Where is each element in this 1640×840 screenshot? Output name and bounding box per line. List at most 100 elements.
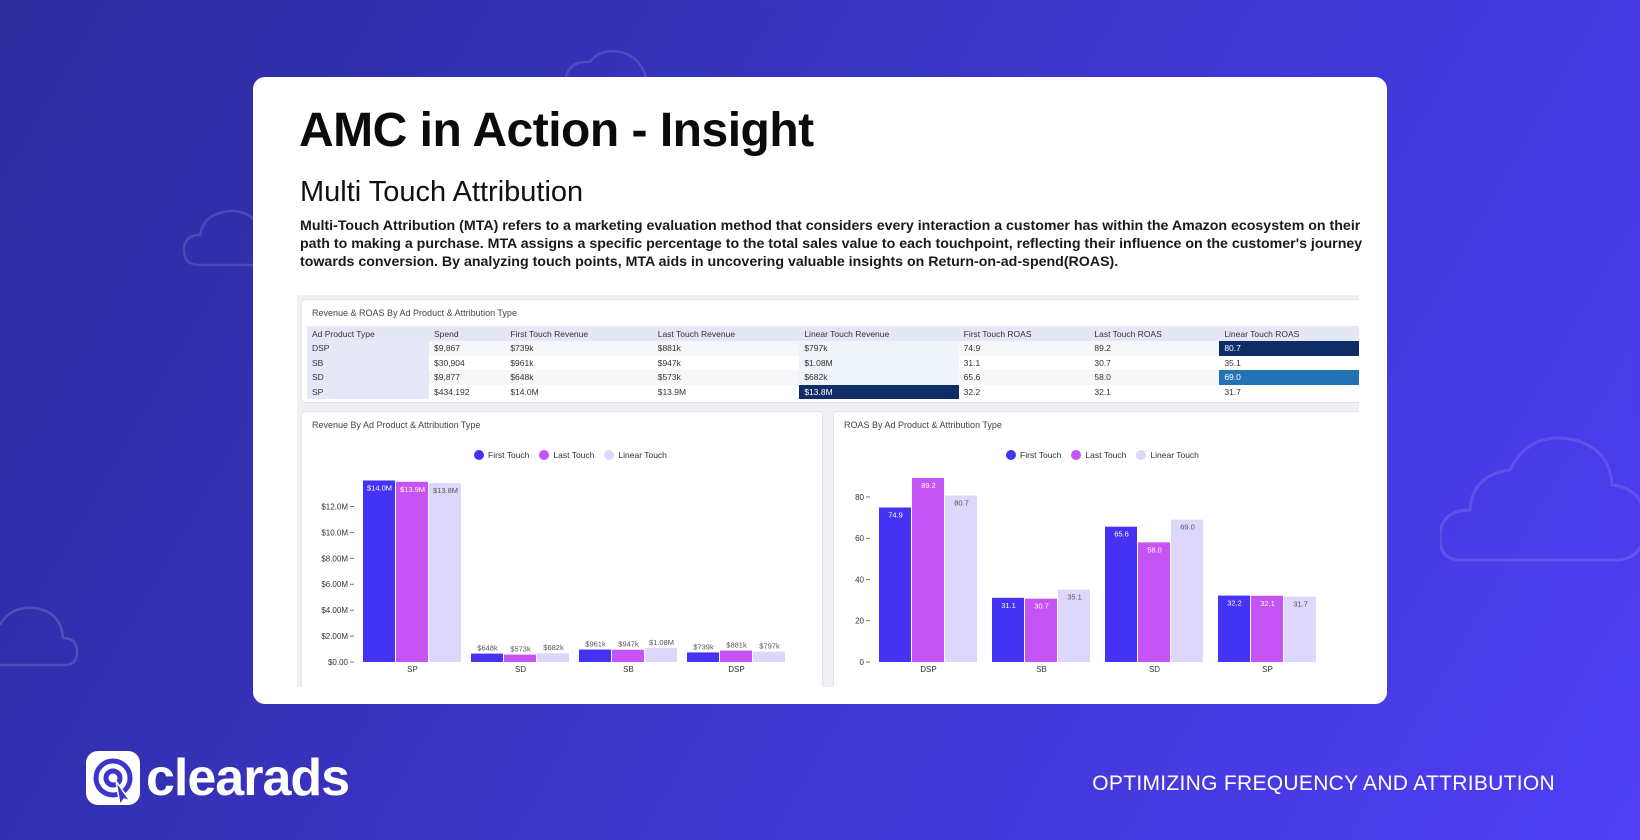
table-cell: DSP (307, 341, 430, 356)
x-category-label: DSP (728, 665, 744, 674)
y-tick-label: 0 (860, 658, 865, 667)
cloud-decoration (1440, 436, 1640, 562)
table-cell: $13.9M (657, 386, 687, 397)
legend-item[interactable]: Linear Touch (1136, 450, 1199, 460)
bar-data-label: $14.0M (367, 483, 392, 492)
bar-data-label: $881k (726, 641, 747, 650)
bar-data-label: $682k (543, 643, 564, 652)
bar-data-label: 30.7 (1034, 602, 1049, 611)
table-cell: $434,192 (434, 386, 470, 397)
roas-chart-panel: ROAS By Ad Product & Attribution Type Fi… (833, 411, 1359, 687)
x-category-label: SP (1262, 665, 1273, 674)
table-cell: $947k (657, 357, 681, 368)
revenue-chart-title: Revenue By Ad Product & Attribution Type (312, 420, 481, 430)
table-cell: $961k (510, 357, 534, 368)
cloud-decoration (563, 49, 648, 82)
clearads-logo[interactable]: clearads (86, 748, 350, 808)
table-cell: $648k (505, 370, 653, 385)
bar-data-label: 65.6 (1114, 530, 1129, 539)
bar-linear-touch (645, 647, 677, 662)
table-row[interactable]: SB $30,904 $961k $947k $1.08M 31.1 30.7 35.1 (307, 355, 1359, 370)
bar-first-touch (687, 652, 719, 662)
legend-label: Last Touch (1085, 450, 1127, 460)
legend-item[interactable]: Last Touch (539, 450, 594, 460)
table-cell: $9,877 (429, 370, 506, 385)
table-header-cell[interactable]: Linear Touch Revenue (799, 326, 959, 341)
y-tick-label: 40 (855, 575, 864, 584)
table-cell: 31.7 (1224, 386, 1241, 397)
legend-item[interactable]: Last Touch (1071, 450, 1126, 460)
bar-data-label: 32.2 (1227, 599, 1242, 608)
x-category-label: SD (515, 665, 526, 674)
table-header-cell[interactable]: Last Touch Revenue (652, 326, 800, 341)
table-row[interactable]: SP $434,192 $14.0M $13.9M $13.8M 32.2 32.1 31.7 (307, 384, 1359, 399)
legend-swatch-linear (604, 450, 615, 460)
page-title: AMC in Action - Insight (299, 104, 814, 157)
bar-last-touch (1025, 598, 1057, 662)
y-tick-label: $10.0M (321, 528, 348, 537)
bar-last-touch (504, 654, 536, 662)
legend-label: First Touch (1020, 450, 1062, 460)
table-header-cell[interactable]: Spend (429, 326, 506, 341)
description-text: Multi-Touch Attribution (MTA) refers to … (300, 218, 1363, 270)
bar-data-label: 74.9 (888, 510, 903, 519)
table-cell: $30,904 (434, 357, 465, 368)
table-cell: $881k (652, 341, 800, 356)
insight-card: AMC in Action - Insight Multi Touch Attr… (253, 77, 1387, 704)
bar-data-label: 31.1 (1001, 601, 1016, 610)
table-row[interactable]: SD $9,877 $648k $573k $682k 65.6 58.0 69.0 (307, 370, 1359, 385)
bar-first-touch (579, 649, 611, 662)
attribution-table-panel: Revenue & ROAS By Ad Product & Attributi… (301, 299, 1359, 403)
legend-swatch-last (1071, 450, 1082, 460)
table-cell: 58.0 (1089, 370, 1220, 385)
table-cell: $682k (799, 370, 959, 385)
table-header-cell[interactable]: First Touch Revenue (505, 326, 653, 341)
table-header-cell[interactable]: Last Touch ROAS (1089, 326, 1220, 341)
table-header-cell[interactable]: Ad Product Type (307, 326, 430, 341)
table-cell: SD (307, 370, 430, 385)
table-row[interactable]: DSP $9,867 $739k $881k $797k 74.9 89.2 80.7 (307, 341, 1359, 356)
bar-data-label: $13.8M (433, 486, 458, 495)
legend-item[interactable]: First Touch (1006, 450, 1061, 460)
bar-data-label: $648k (477, 644, 498, 653)
revenue-bar-chart: $0.00 $2.00M $4.00M $6.00M $8.00M $10.0M $12.0… (321, 480, 785, 674)
legend-item[interactable]: First Touch (474, 450, 529, 460)
revenue-chart-panel: Revenue By Ad Product & Attribution Type… (301, 411, 823, 687)
bar-first-touch (1218, 595, 1250, 662)
bar-linear-touch (945, 495, 977, 662)
table-cell: 31.1 (963, 357, 981, 368)
bar-linear-touch (1058, 589, 1090, 662)
roas-bar-chart: 0 20 40 60 80 74.9 89.2 80.7 DSP 31.1 30.7 35.1 SB 65… (855, 478, 1316, 674)
table-header-cell[interactable]: First Touch ROAS (958, 326, 1090, 341)
attribution-table: Ad Product Type Spend First Touch Revenue L… (307, 326, 1359, 399)
legend-swatch-first (474, 450, 484, 460)
x-category-label: DSP (920, 665, 936, 674)
table-cell: $9,867 (429, 341, 506, 356)
bar-data-label: $947k (618, 640, 639, 649)
cloud-decoration (0, 606, 79, 667)
section-subtitle: Multi Touch Attribution (300, 176, 584, 208)
bar-linear-touch (1284, 596, 1316, 662)
y-tick-label: $4.00M (321, 606, 348, 615)
bar-data-label: 35.1 (1067, 593, 1082, 602)
bar-linear-touch (537, 653, 569, 662)
bar-first-touch (363, 480, 395, 662)
bar-data-label: $1.08M (649, 638, 674, 647)
bar-first-touch (1105, 526, 1137, 662)
legend-label: First Touch (488, 450, 530, 460)
table-header-cell[interactable]: Linear Touch ROAS (1219, 326, 1359, 341)
bar-linear-touch (1171, 519, 1203, 662)
table-cell: $739k (505, 341, 653, 356)
bar-data-label: 32.1 (1260, 599, 1275, 608)
legend-swatch-last (539, 450, 550, 460)
legend-item[interactable]: Linear Touch (604, 450, 667, 460)
bar-last-touch (1251, 595, 1283, 662)
y-tick-label: 80 (855, 493, 864, 502)
tagline: OPTIMIZING FREQUENCY AND ATTRIBUTION (1092, 772, 1555, 795)
at-sign-logo-icon (86, 751, 140, 805)
table-cell: $1.08M (799, 355, 959, 370)
bar-first-touch (992, 597, 1024, 662)
bar-last-touch (612, 649, 644, 662)
y-tick-label: $0.00 (328, 658, 349, 667)
y-tick-label: $2.00M (321, 632, 348, 641)
